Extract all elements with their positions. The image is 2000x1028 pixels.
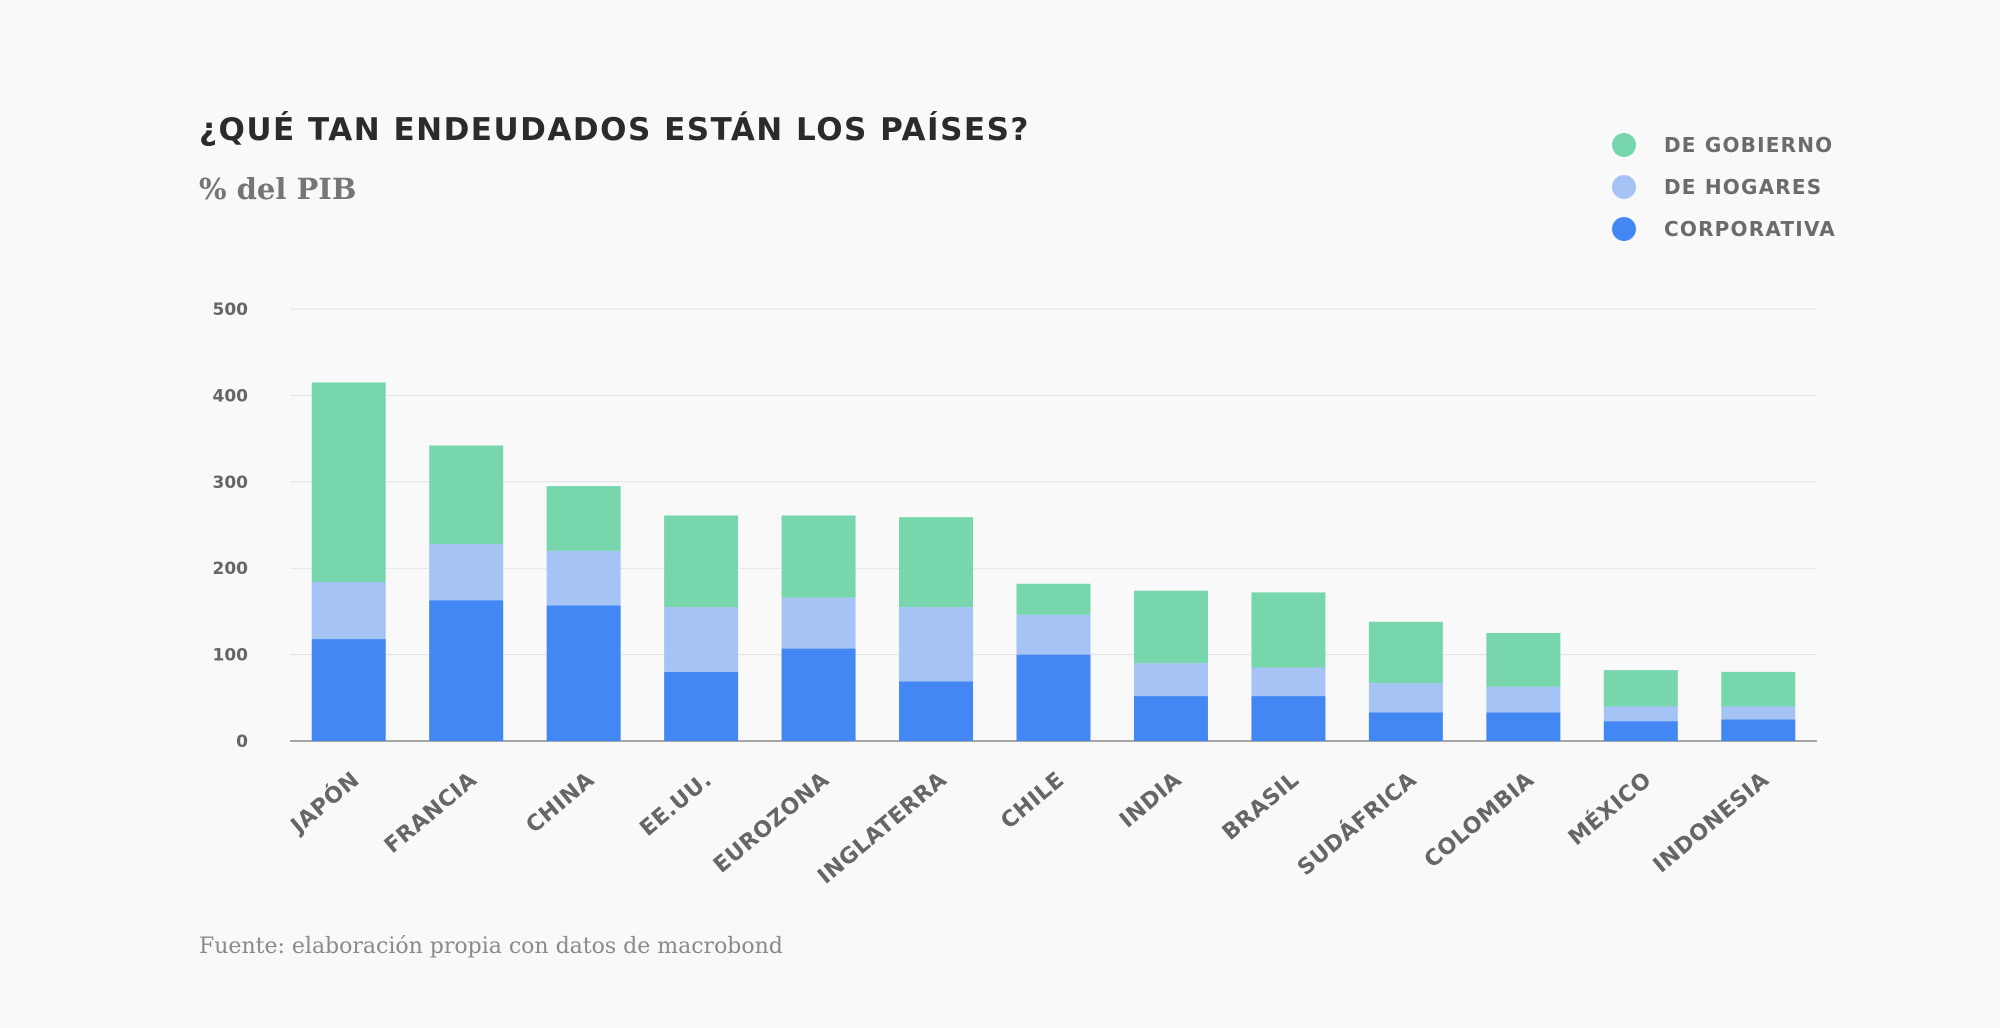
x-category-label: FRANCIA bbox=[380, 767, 482, 858]
legend-item-corporativa: CORPORATIVA bbox=[1612, 208, 1836, 250]
bar-segment-de-gobierno bbox=[1603, 670, 1678, 707]
x-category-label: BRASIL bbox=[1218, 767, 1304, 845]
bar-segment-de-hogares bbox=[899, 607, 974, 682]
y-tick-label: 500 bbox=[213, 300, 249, 320]
bar-segment-de-hogares bbox=[1016, 614, 1091, 655]
bar-segment-de-hogares bbox=[1251, 667, 1326, 697]
chart-subtitle: % del PIB bbox=[199, 172, 357, 206]
bar-segment-corporativa bbox=[1721, 719, 1796, 741]
bar-segment-de-hogares bbox=[1603, 706, 1678, 722]
bar-segment-de-gobierno bbox=[1486, 633, 1561, 687]
x-category-label: EE.UU. bbox=[635, 767, 717, 841]
x-category-label: EUROZONA bbox=[709, 767, 834, 878]
bar-segment-de-gobierno bbox=[899, 517, 974, 608]
legend-label-corporativa: CORPORATIVA bbox=[1664, 217, 1836, 241]
bar-segment-de-hogares bbox=[1486, 686, 1561, 713]
legend-item-hogares: DE HOGARES bbox=[1612, 166, 1836, 208]
x-category-label: INDIA bbox=[1115, 767, 1187, 833]
x-category-label: SUDÁFRICA bbox=[1293, 767, 1422, 881]
bar-segment-corporativa bbox=[546, 605, 621, 741]
bar-segment-de-hogares bbox=[546, 550, 621, 606]
x-category-label: CHILE bbox=[996, 767, 1069, 834]
bar-segment-corporativa bbox=[1251, 696, 1326, 741]
bar-segment-corporativa bbox=[311, 639, 386, 741]
bar-segment-de-hogares bbox=[311, 582, 386, 640]
bar-segment-de-gobierno bbox=[546, 486, 621, 551]
bar-segment-de-hogares bbox=[781, 597, 856, 649]
bar-segment-de-gobierno bbox=[1251, 592, 1326, 668]
x-category-label: MÉXICO bbox=[1563, 767, 1656, 851]
y-tick-label: 400 bbox=[213, 386, 249, 406]
bar-segment-de-hogares bbox=[664, 607, 739, 672]
x-category-label: JAPÓN bbox=[284, 767, 364, 840]
bar-segment-corporativa bbox=[899, 681, 974, 741]
x-category-label: INGLATERRA bbox=[813, 767, 952, 889]
source-note: Fuente: elaboración propia con datos de … bbox=[199, 934, 783, 959]
bar-segment-corporativa bbox=[1603, 721, 1678, 741]
bar-segment-de-gobierno bbox=[1368, 621, 1443, 684]
chart-title: ¿QUÉ TAN ENDEUDADOS ESTÁN LOS PAÍSES? bbox=[199, 112, 1030, 148]
bar-segment-corporativa bbox=[1133, 696, 1208, 741]
bar-segment-de-gobierno bbox=[311, 382, 386, 583]
y-tick-label: 200 bbox=[213, 559, 249, 579]
x-category-label: INDONESIA bbox=[1649, 767, 1774, 878]
legend-item-gobierno: DE GOBIERNO bbox=[1612, 124, 1836, 166]
bar-segment-de-gobierno bbox=[781, 515, 856, 598]
bar-segment-corporativa bbox=[1368, 712, 1443, 741]
legend-label-gobierno: DE GOBIERNO bbox=[1664, 133, 1834, 157]
y-tick-label: 100 bbox=[213, 646, 249, 666]
bar-segment-corporativa bbox=[664, 671, 739, 741]
x-category-label: CHINA bbox=[522, 767, 600, 838]
bar-segment-de-gobierno bbox=[1721, 671, 1796, 707]
legend-swatch-gobierno bbox=[1612, 133, 1636, 157]
bar-segment-corporativa bbox=[781, 648, 856, 741]
legend: DE GOBIERNO DE HOGARES CORPORATIVA bbox=[1612, 124, 1836, 250]
bar-segment-de-hogares bbox=[1133, 663, 1208, 697]
y-tick-label: 300 bbox=[213, 473, 249, 493]
legend-label-hogares: DE HOGARES bbox=[1664, 175, 1823, 199]
bar-segment-de-gobierno bbox=[664, 515, 739, 608]
bar-segment-corporativa bbox=[1016, 654, 1091, 741]
bar-segment-de-hogares bbox=[1368, 683, 1443, 713]
legend-swatch-corporativa bbox=[1612, 217, 1636, 241]
bar-segment-de-gobierno bbox=[1016, 583, 1091, 615]
bar-segment-de-gobierno bbox=[429, 445, 504, 545]
bar-segment-de-hogares bbox=[429, 544, 504, 601]
bar-segment-corporativa bbox=[1486, 712, 1561, 741]
legend-swatch-hogares bbox=[1612, 175, 1636, 199]
bar-segment-corporativa bbox=[429, 600, 504, 741]
bar-segment-de-hogares bbox=[1721, 706, 1796, 720]
bar-segment-de-gobierno bbox=[1133, 590, 1208, 664]
y-tick-label: 0 bbox=[236, 732, 248, 752]
x-category-label: COLOMBIA bbox=[1420, 767, 1539, 873]
